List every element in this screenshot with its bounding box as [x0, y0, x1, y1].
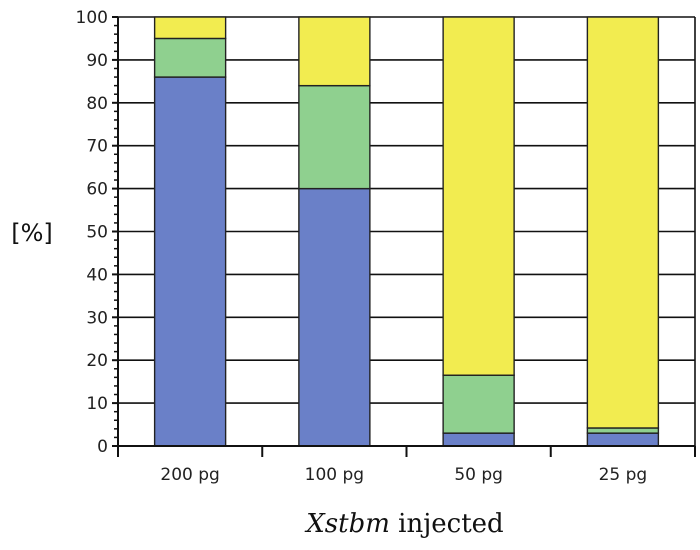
x-tick-label: 25 pg [599, 465, 648, 485]
y-tick-label: 100 [76, 8, 108, 28]
bar-segment-3 [153, 16, 227, 40]
bar-segment-3 [298, 16, 371, 87]
y-tick-label: 50 [86, 223, 108, 243]
x-tick-label: 200 pg [160, 465, 219, 485]
x-tick-label: 100 pg [305, 465, 364, 485]
y-tick-label: 90 [86, 51, 108, 71]
x-axis-label-gene: Xstbm [304, 509, 390, 539]
x-axis-label-rest: injected [390, 509, 504, 539]
bar-segment-2 [153, 37, 227, 78]
bar-segment-2 [442, 374, 515, 434]
y-tick-label: 30 [86, 308, 108, 328]
bar-segment-1 [442, 432, 515, 447]
x-tick-label: 50 pg [454, 465, 503, 485]
y-axis-label: [%] [11, 219, 53, 247]
y-tick-label: 10 [86, 394, 108, 414]
y-tick-label: 80 [86, 94, 108, 114]
y-tick-label: 70 [86, 137, 108, 157]
axes: 0 10 20 30 40 50 60 70 80 90 100 200 pg 100 pg 50 pg 2… [76, 8, 696, 485]
bars [153, 16, 660, 447]
bar-segment-1 [298, 187, 371, 447]
y-tick-label: 20 [86, 351, 108, 371]
y-tick-label: 0 [97, 437, 108, 457]
bar-segment-2 [586, 427, 660, 434]
bar-segment-3 [442, 16, 515, 376]
x-axis-label: Xstbm injected [304, 509, 503, 539]
bar-segment-1 [153, 76, 227, 447]
bar-segment-2 [298, 84, 371, 190]
y-tick-label: 40 [86, 265, 108, 285]
y-tick-label: 60 [86, 180, 108, 200]
bar-segment-3 [586, 16, 660, 429]
bar-segment-1 [586, 432, 660, 447]
